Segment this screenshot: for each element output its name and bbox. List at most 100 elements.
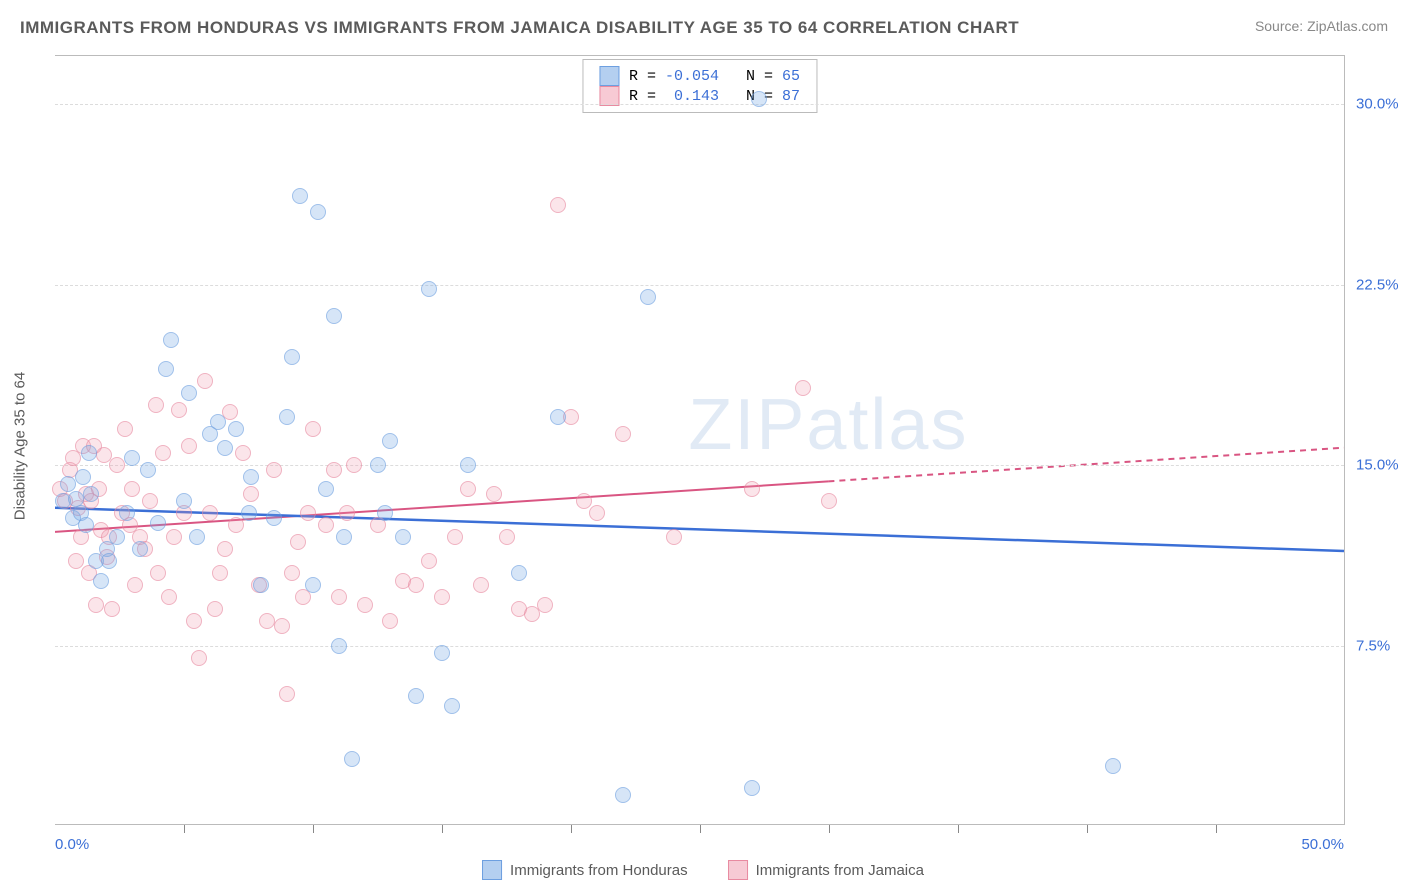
marker-jamaica xyxy=(259,613,275,629)
marker-honduras xyxy=(318,481,334,497)
marker-jamaica xyxy=(795,380,811,396)
marker-honduras xyxy=(243,469,259,485)
legend-swatch-pink-icon xyxy=(728,860,748,880)
watermark-text: ZIPatlas xyxy=(688,384,968,466)
marker-jamaica xyxy=(499,529,515,545)
gridline-h xyxy=(55,104,1344,105)
marker-honduras xyxy=(176,493,192,509)
marker-honduras xyxy=(228,421,244,437)
marker-honduras xyxy=(1105,758,1121,774)
marker-honduras xyxy=(124,450,140,466)
bottom-legend: Immigrants from Honduras Immigrants from … xyxy=(482,860,924,880)
marker-jamaica xyxy=(331,589,347,605)
marker-honduras xyxy=(292,188,308,204)
marker-jamaica xyxy=(109,457,125,473)
marker-honduras xyxy=(305,577,321,593)
marker-honduras xyxy=(331,638,347,654)
marker-jamaica xyxy=(473,577,489,593)
marker-jamaica xyxy=(217,541,233,557)
y-tick-label: 30.0% xyxy=(1356,96,1406,113)
marker-jamaica xyxy=(290,534,306,550)
marker-honduras xyxy=(189,529,205,545)
marker-jamaica xyxy=(207,601,223,617)
marker-honduras xyxy=(81,445,97,461)
x-tick xyxy=(313,825,314,833)
marker-honduras xyxy=(119,505,135,521)
marker-honduras xyxy=(751,91,767,107)
marker-jamaica xyxy=(266,462,282,478)
x-tick xyxy=(1087,825,1088,833)
stats-legend-row: R = -0.054 N = 65 xyxy=(599,66,800,86)
marker-jamaica xyxy=(284,565,300,581)
marker-honduras xyxy=(377,505,393,521)
marker-honduras xyxy=(163,332,179,348)
marker-jamaica xyxy=(300,505,316,521)
y-axis-label: Disability Age 35 to 64 xyxy=(12,372,29,520)
x-axis-max-label: 50.0% xyxy=(1301,836,1344,853)
x-tick xyxy=(700,825,701,833)
bottom-legend-item: Immigrants from Jamaica xyxy=(728,860,924,880)
bottom-legend-label: Immigrants from Jamaica xyxy=(756,862,924,879)
marker-honduras xyxy=(217,440,233,456)
stats-legend-row: R = 0.143 N = 87 xyxy=(599,86,800,106)
marker-honduras xyxy=(241,505,257,521)
marker-honduras xyxy=(158,361,174,377)
marker-jamaica xyxy=(408,577,424,593)
marker-jamaica xyxy=(279,686,295,702)
y-tick-label: 7.5% xyxy=(1356,637,1406,654)
marker-honduras xyxy=(284,349,300,365)
marker-jamaica xyxy=(171,402,187,418)
marker-honduras xyxy=(326,308,342,324)
x-tick xyxy=(829,825,830,833)
marker-jamaica xyxy=(197,373,213,389)
marker-jamaica xyxy=(243,486,259,502)
marker-honduras xyxy=(279,409,295,425)
marker-jamaica xyxy=(228,517,244,533)
marker-honduras xyxy=(370,457,386,473)
page-title: IMMIGRANTS FROM HONDURAS VS IMMIGRANTS F… xyxy=(20,18,1019,38)
marker-jamaica xyxy=(486,486,502,502)
marker-jamaica xyxy=(104,601,120,617)
bottom-legend-item: Immigrants from Honduras xyxy=(482,860,688,880)
marker-honduras xyxy=(266,510,282,526)
marker-honduras xyxy=(615,787,631,803)
x-tick xyxy=(1216,825,1217,833)
marker-jamaica xyxy=(326,462,342,478)
legend-swatch-blue-icon xyxy=(599,66,619,86)
marker-jamaica xyxy=(155,445,171,461)
marker-jamaica xyxy=(434,589,450,605)
marker-jamaica xyxy=(161,589,177,605)
marker-honduras xyxy=(550,409,566,425)
marker-jamaica xyxy=(148,397,164,413)
marker-jamaica xyxy=(666,529,682,545)
marker-jamaica xyxy=(339,505,355,521)
marker-jamaica xyxy=(186,613,202,629)
marker-jamaica xyxy=(117,421,133,437)
marker-jamaica xyxy=(615,426,631,442)
marker-jamaica xyxy=(127,577,143,593)
x-tick xyxy=(184,825,185,833)
marker-jamaica xyxy=(150,565,166,581)
legend-swatch-blue-icon xyxy=(482,860,502,880)
marker-honduras xyxy=(78,517,94,533)
marker-honduras xyxy=(344,751,360,767)
marker-honduras xyxy=(75,469,91,485)
marker-jamaica xyxy=(537,597,553,613)
marker-honduras xyxy=(744,780,760,796)
x-axis-min-label: 0.0% xyxy=(55,836,89,853)
marker-honduras xyxy=(181,385,197,401)
gridline-h xyxy=(55,646,1344,647)
marker-honduras xyxy=(101,553,117,569)
marker-honduras xyxy=(395,529,411,545)
marker-honduras xyxy=(382,433,398,449)
bottom-legend-label: Immigrants from Honduras xyxy=(510,862,688,879)
marker-jamaica xyxy=(460,481,476,497)
marker-jamaica xyxy=(318,517,334,533)
x-tick xyxy=(571,825,572,833)
stats-legend-text: R = 0.143 N = 87 xyxy=(629,88,800,105)
marker-honduras xyxy=(640,289,656,305)
marker-jamaica xyxy=(447,529,463,545)
marker-honduras xyxy=(210,414,226,430)
marker-honduras xyxy=(109,529,125,545)
marker-jamaica xyxy=(191,650,207,666)
